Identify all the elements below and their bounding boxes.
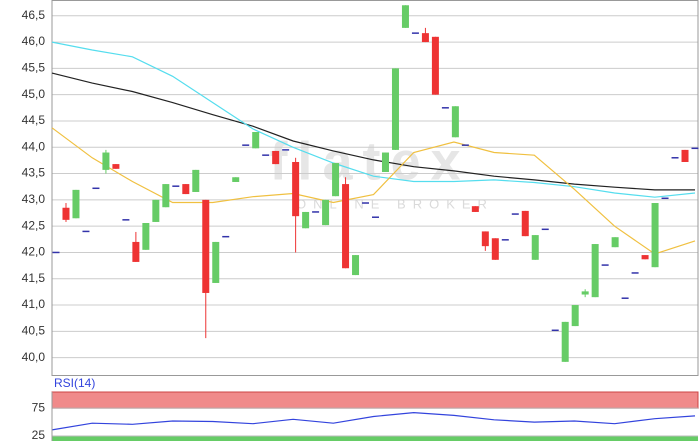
y-tick-label: 46,0 — [22, 34, 46, 48]
candle-body — [292, 161, 300, 217]
candle-body — [102, 152, 110, 170]
candle-body — [561, 321, 569, 362]
candle-body — [421, 33, 429, 43]
candle-body — [272, 150, 280, 165]
y-tick-label: 43,5 — [22, 166, 46, 180]
candle-body — [142, 223, 150, 250]
candle-body — [302, 211, 310, 229]
candle-body — [381, 152, 389, 172]
candle-body — [212, 241, 220, 283]
candle-body — [581, 291, 589, 295]
rsi-high-zone — [51, 391, 699, 409]
candle-body — [182, 184, 190, 195]
candle-body — [252, 132, 260, 149]
candle-body — [681, 149, 689, 162]
candle-body — [451, 106, 459, 138]
y-tick-label: 42,5 — [22, 218, 46, 232]
watermark: flatex — [269, 131, 470, 191]
candle-body — [471, 206, 479, 212]
moving-average — [51, 72, 695, 191]
y-tick-label: 43,0 — [22, 192, 46, 206]
candle-body — [521, 210, 529, 237]
candle-body — [62, 207, 70, 220]
candle-body — [112, 164, 120, 169]
candle-body — [611, 237, 619, 248]
y-tick-label: 40,0 — [22, 350, 46, 364]
y-tick-label: 40,5 — [22, 324, 46, 338]
candle-body — [431, 36, 439, 95]
y-tick-label: 41,0 — [22, 297, 46, 311]
candle-body — [591, 244, 599, 298]
y-tick-label: 46,5 — [22, 8, 46, 22]
rsi-line — [51, 411, 696, 431]
candle-body — [322, 199, 330, 226]
candle-body — [531, 235, 539, 260]
candle-body — [391, 68, 399, 150]
y-tick-label: 44,0 — [22, 139, 46, 153]
candle-body — [342, 184, 350, 269]
moving-average — [51, 41, 696, 198]
plot-border — [51, 0, 699, 376]
candle-body — [481, 231, 489, 247]
candle-body — [232, 177, 240, 182]
candle-body — [571, 305, 579, 327]
candle-body — [132, 241, 140, 262]
candle-body — [651, 203, 659, 268]
candle-body — [491, 238, 499, 260]
moving-average — [51, 127, 696, 255]
rsi-low-zone — [52, 435, 698, 441]
y-tick-label: 42,0 — [22, 245, 46, 259]
candle-body — [401, 5, 409, 28]
candle-body — [332, 163, 340, 197]
rsi-title: RSI(14) — [54, 376, 95, 390]
rsi-tick-label: 75 — [32, 400, 46, 414]
candle-body — [192, 169, 200, 192]
y-tick-label: 41,5 — [22, 271, 46, 285]
candle-body — [72, 189, 80, 219]
candle-body — [162, 184, 170, 208]
y-tick-label: 44,5 — [22, 113, 46, 127]
y-tick-label: 45,5 — [22, 61, 46, 75]
candle-body — [352, 255, 360, 276]
y-tick-label: 45,0 — [22, 87, 46, 101]
candle-body — [152, 199, 160, 222]
rsi-tick-label: 25 — [32, 428, 46, 441]
candle-body — [202, 199, 210, 293]
candle-body — [641, 255, 649, 260]
